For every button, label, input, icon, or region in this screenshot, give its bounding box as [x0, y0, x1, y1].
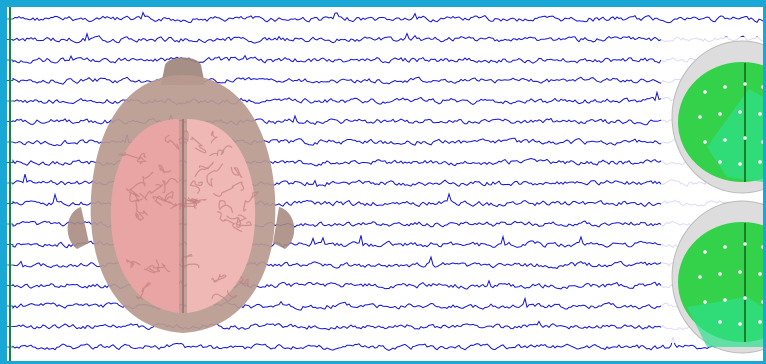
eeg-trace [12, 54, 763, 64]
electrode-dot [718, 272, 722, 276]
electrode-dot [723, 138, 727, 142]
brain-gyrus [189, 180, 204, 195]
electrode-dot [738, 110, 742, 114]
electrode-dot [718, 160, 722, 164]
eeg-trace [12, 76, 763, 85]
eeg-trace [12, 320, 763, 331]
electrode-dot [698, 115, 702, 119]
brain-gyrus [118, 151, 144, 161]
electrode-dot [718, 112, 722, 116]
brain-gyrus [126, 171, 154, 192]
electrode-dot [738, 322, 742, 326]
brain-gyrus [218, 200, 234, 214]
electrode-dot [743, 136, 747, 140]
electrode-dot [738, 270, 742, 274]
brain-gyrus [238, 276, 249, 287]
brain-gyrus [154, 195, 177, 207]
electrode-dot [758, 272, 762, 276]
electrode-dot [703, 90, 707, 94]
brain-gyrus [128, 188, 144, 203]
brain-gyrus [152, 191, 174, 203]
eeg-axis-ticks [7, 18, 13, 348]
eeg-axis [7, 7, 13, 361]
brain-gyrus [135, 282, 151, 300]
brain-gyrus [126, 259, 141, 268]
electrode-dot [761, 140, 763, 144]
brain-gyrus [234, 214, 248, 228]
brain-gyrus [139, 183, 164, 201]
electrode-dot [703, 300, 707, 304]
brain-gyrus [148, 259, 161, 273]
topo-bottom-electrodes [698, 242, 763, 326]
brain-gyrus [133, 193, 148, 216]
brain-gyrus [211, 290, 238, 303]
illustration-canvas [7, 7, 763, 361]
topographic-map-panel [661, 37, 763, 354]
head-left-ear [67, 207, 89, 249]
brain-gyrus [230, 166, 243, 179]
brain-gyrus [226, 215, 253, 227]
electrode-dot [743, 82, 747, 86]
brain-gyrus [161, 177, 179, 194]
electrode-dot [723, 298, 727, 302]
brain-gyrus [190, 136, 207, 154]
topo-top-electrodes [698, 82, 763, 166]
brain-gyrus [210, 130, 218, 144]
electrode-dot [698, 275, 702, 279]
electrode-dot [723, 85, 727, 89]
electrode-dot [758, 160, 762, 164]
brain-gyrus [157, 164, 172, 174]
brain-gyrus [182, 195, 201, 205]
brain-gyri [118, 130, 259, 303]
eeg-trace [12, 336, 763, 351]
brain-gyrus [212, 181, 245, 197]
brain-gyrus [243, 191, 259, 212]
electrode-dot [761, 245, 763, 249]
topographic-map-top [671, 40, 763, 194]
electrode-dot [758, 320, 762, 324]
brain-gyrus [170, 198, 207, 210]
electrode-dot [738, 162, 742, 166]
electrode-dot [703, 250, 707, 254]
eeg-trace [12, 11, 763, 24]
head-right-ear [273, 207, 295, 249]
brain-gyrus [211, 274, 227, 283]
electrode-dot [743, 296, 747, 300]
electrode-dot [723, 245, 727, 249]
eeg-trace [12, 31, 763, 44]
electrode-dot [718, 320, 722, 324]
brain-gyrus [194, 160, 214, 178]
brain-gyrus [209, 145, 233, 157]
topo-top-highlight [707, 89, 763, 182]
electrode-dot [703, 140, 707, 144]
head-model [67, 57, 295, 333]
brain-gyrus [206, 163, 224, 188]
brain-gyrus [134, 211, 144, 222]
electrode-dot [758, 112, 762, 116]
electrode-dot [761, 300, 763, 304]
brain-gyrus [164, 134, 180, 150]
electrode-dot [743, 242, 747, 246]
brain-gyrus [217, 211, 243, 233]
topographic-map-bottom [671, 200, 763, 354]
electrode-dot [761, 85, 763, 89]
brain-gyrus [143, 262, 171, 274]
brain-gyrus [184, 197, 199, 208]
